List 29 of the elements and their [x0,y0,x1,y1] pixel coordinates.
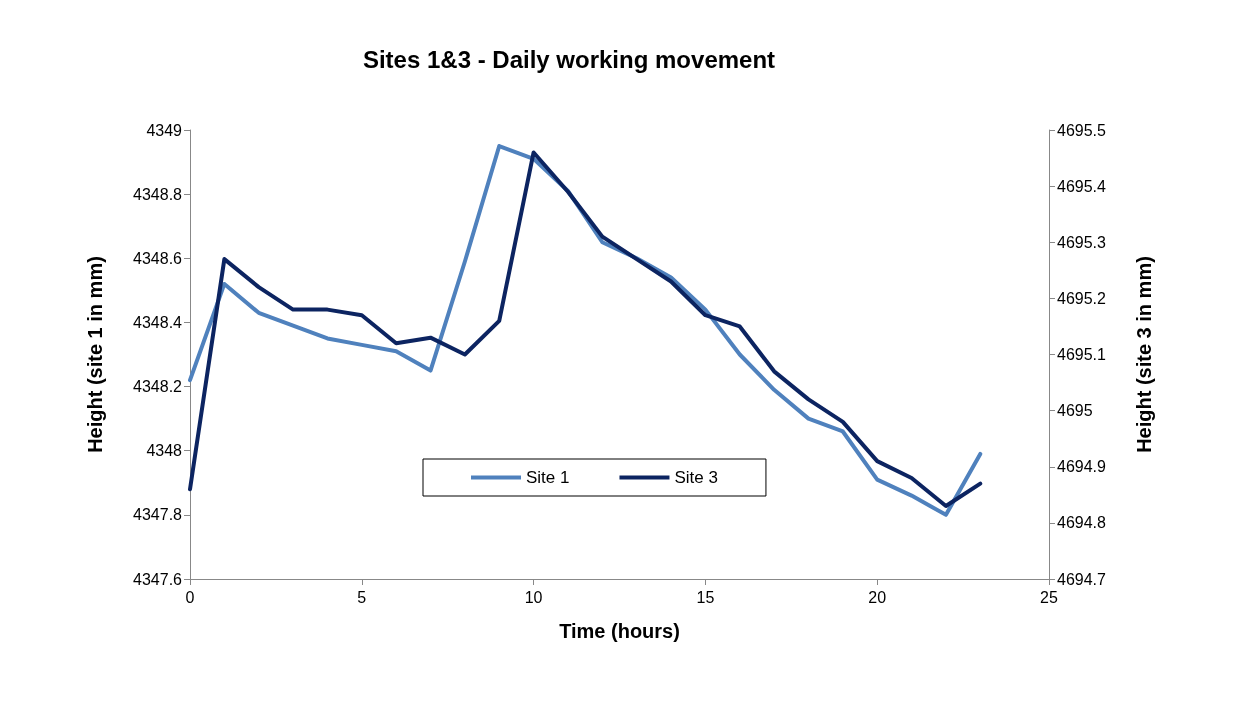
x-tick-label: 10 [524,588,543,606]
y2-tick-label: 4694.9 [1057,458,1107,476]
legend-label: Site 3 [674,468,718,487]
y2-axis-title: Height (site 3 in mm) [1133,256,1155,453]
y2-tick-label: 4695 [1057,402,1093,420]
y2-tick-label: 4695.2 [1057,289,1107,307]
legend-label: Site 1 [526,468,570,487]
chart-title: Sites 1&3 - Daily working movement [362,45,776,73]
y2-tick-label: 4695.3 [1057,233,1107,251]
y-tick-label: 4348.2 [133,378,183,396]
y2-tick-label: 4695.5 [1057,121,1107,139]
y-tick-label: 4348 [146,442,183,460]
y-tick-label: 4347.8 [133,506,183,524]
x-tick-label: 0 [185,588,195,606]
y-tick-label: 4349 [146,121,183,139]
y2-tick-label: 4694.8 [1057,514,1107,532]
y-tick-label: 4347.6 [133,570,183,588]
y-tick-label: 4348.4 [133,313,183,331]
y2-tick-label: 4694.7 [1057,570,1107,588]
y-tick-label: 4348.8 [133,185,183,203]
x-tick-label: 15 [696,588,715,606]
x-tick-label: 20 [868,588,887,606]
y2-tick-label: 4695.4 [1057,177,1107,195]
x-axis-title: Time (hours) [559,620,680,642]
y2-tick-label: 4695.1 [1057,346,1107,363]
x-tick-label: 25 [1040,588,1058,606]
x-tick-label: 5 [357,588,367,606]
y-axis-title: Height (site 1 in mm) [84,256,106,453]
y-tick-label: 4348.6 [133,249,183,267]
